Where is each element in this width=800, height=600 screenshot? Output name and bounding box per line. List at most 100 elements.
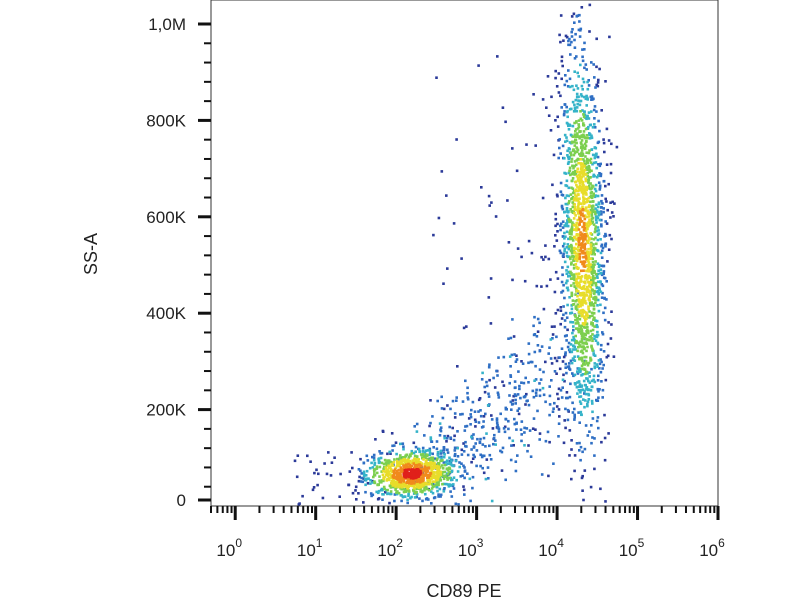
event-dot [587, 307, 590, 311]
event-dot [516, 454, 519, 457]
event-dot [574, 188, 578, 192]
event-dot [442, 477, 446, 481]
event-dot [579, 326, 583, 329]
event-dot [576, 370, 579, 373]
event-dot [598, 184, 602, 187]
event-dot [582, 171, 585, 174]
event-dot [583, 336, 587, 340]
event-dot [584, 372, 587, 376]
event-dot [544, 360, 547, 364]
event-dot [402, 460, 405, 463]
event-dot [374, 438, 377, 441]
event-dot [584, 185, 588, 189]
event-dot [579, 202, 583, 205]
event-dot [564, 351, 567, 354]
event-dot [571, 140, 574, 144]
event-dot [436, 489, 439, 493]
event-dot [474, 442, 477, 445]
event-dot [442, 407, 446, 411]
event-dot [582, 214, 585, 218]
event-dot [559, 190, 563, 193]
event-dot [383, 475, 386, 479]
event-dot [594, 260, 597, 263]
event-dot [576, 316, 579, 320]
event-dot [592, 173, 596, 177]
event-dot [580, 154, 584, 158]
event-dot [559, 251, 563, 255]
event-dot [570, 263, 573, 266]
event-dot [597, 213, 601, 217]
event-dot [494, 443, 497, 446]
event-dot [384, 462, 388, 465]
event-dot [524, 376, 527, 380]
event-dot [582, 361, 586, 365]
event-dot [462, 326, 466, 330]
event-dot [573, 454, 577, 457]
event-dot [565, 184, 569, 188]
event-dot [579, 188, 583, 192]
event-dot [487, 365, 491, 369]
event-dot [564, 362, 568, 366]
event-dot [377, 497, 381, 500]
event-dot [574, 263, 578, 266]
event-dot [421, 449, 425, 453]
event-dot [587, 178, 590, 181]
event-dot [573, 339, 577, 342]
event-dot [588, 195, 592, 199]
event-dot [423, 488, 426, 492]
event-dot [508, 355, 512, 358]
event-dot [579, 63, 582, 67]
event-dot [595, 166, 598, 170]
event-dot [609, 171, 613, 175]
event-dot [361, 480, 364, 484]
event-dot [603, 306, 607, 310]
event-dot [585, 198, 589, 201]
event-dot [362, 501, 365, 504]
event-dot [595, 335, 598, 338]
event-dot [597, 119, 600, 123]
event-dot [495, 369, 498, 373]
event-dot [579, 445, 583, 449]
event-dot [429, 458, 432, 462]
event-dot [499, 449, 502, 453]
event-dot [577, 281, 581, 285]
event-dot [578, 317, 582, 321]
event-dot [602, 350, 606, 353]
event-dot [567, 201, 570, 205]
event-dot [551, 333, 555, 336]
event-dot [504, 478, 507, 482]
event-dot [579, 279, 583, 282]
event-dot [580, 345, 584, 349]
event-dot [568, 454, 571, 457]
event-dot [592, 304, 596, 308]
event-dot [448, 476, 451, 480]
event-dot [597, 269, 600, 272]
event-dot [439, 449, 443, 453]
event-dot [383, 465, 386, 469]
event-dot [599, 348, 603, 351]
event-dot [463, 470, 467, 473]
event-dot [590, 252, 594, 256]
event-dot [578, 449, 581, 452]
event-dot [535, 335, 539, 338]
event-dot [588, 282, 591, 286]
event-dot [575, 305, 578, 308]
event-dot [592, 243, 595, 246]
event-dot [542, 307, 546, 311]
event-dot [587, 263, 591, 266]
event-dot [411, 481, 415, 484]
event-dot [592, 248, 596, 251]
event-dot [574, 98, 578, 102]
event-dot [586, 363, 590, 367]
event-dot [531, 389, 535, 393]
event-dot [567, 247, 571, 251]
event-dot [583, 95, 586, 99]
event-dot [510, 353, 514, 357]
event-dot [442, 455, 446, 459]
event-dot [579, 344, 582, 347]
event-dot [583, 66, 586, 70]
event-dot [463, 476, 466, 480]
event-dot [548, 403, 552, 406]
event-dot [339, 472, 342, 476]
event-dot [580, 245, 584, 249]
